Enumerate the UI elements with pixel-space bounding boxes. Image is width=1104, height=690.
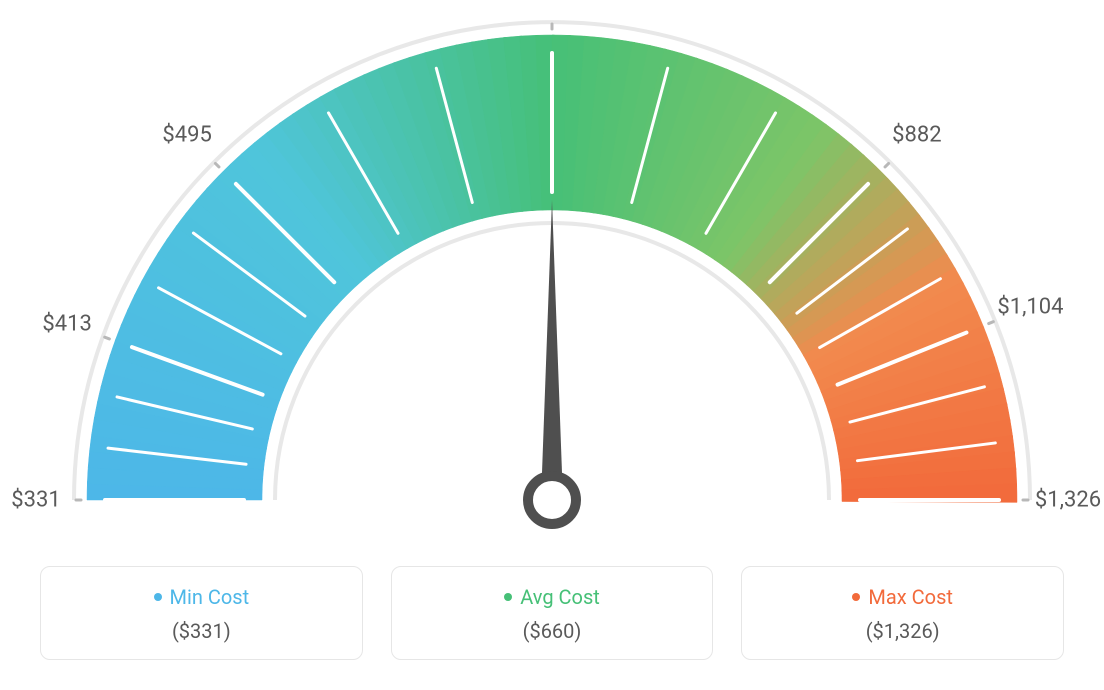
avg-cost-card: Avg Cost ($660): [391, 566, 714, 660]
avg-cost-label: Avg Cost: [520, 585, 600, 609]
max-cost-card: Max Cost ($1,326): [741, 566, 1064, 660]
avg-cost-title: Avg Cost: [504, 585, 600, 609]
min-cost-value: ($331): [61, 619, 342, 643]
avg-cost-value: ($660): [412, 619, 693, 643]
gauge-tick-label: $413: [42, 311, 91, 336]
avg-dot-icon: [504, 593, 512, 601]
max-cost-value: ($1,326): [762, 619, 1043, 643]
gauge-svg: [0, 20, 1104, 580]
gauge-tick-label: $882: [892, 123, 941, 148]
max-cost-title: Max Cost: [852, 585, 953, 609]
gauge-tick-label: $495: [162, 123, 211, 148]
min-cost-card: Min Cost ($331): [40, 566, 363, 660]
gauge-tick-label: $331: [11, 488, 60, 513]
max-dot-icon: [852, 593, 860, 601]
min-cost-title: Min Cost: [154, 585, 250, 609]
max-cost-label: Max Cost: [868, 585, 953, 609]
gauge-chart: $331$413$495$660$882$1,104$1,326: [0, 0, 1104, 560]
gauge-tick-label: $1,104: [997, 294, 1063, 319]
legend-cards: Min Cost ($331) Avg Cost ($660) Max Cost…: [40, 566, 1064, 660]
min-dot-icon: [154, 593, 162, 601]
gauge-tick-label: $1,326: [1035, 488, 1101, 513]
min-cost-label: Min Cost: [170, 585, 250, 609]
